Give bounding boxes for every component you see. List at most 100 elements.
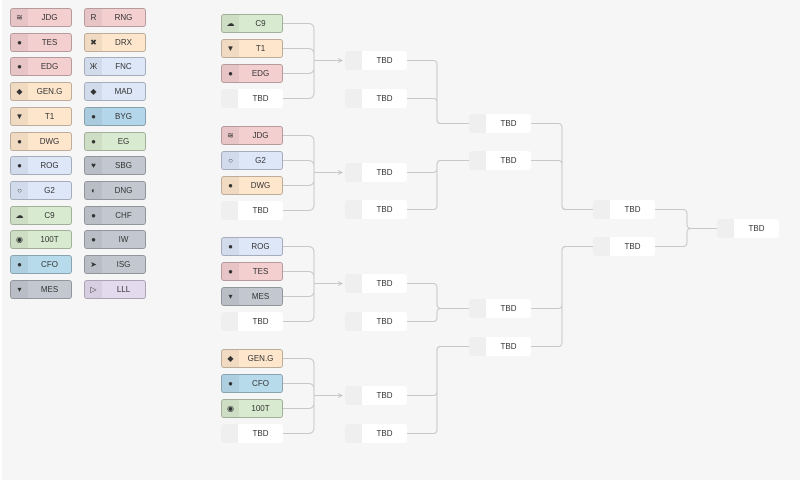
geng-logo-icon: ◆ xyxy=(11,83,28,101)
round3-slot[interactable]: TBD xyxy=(469,114,531,133)
team-name: MAD xyxy=(114,87,133,97)
chf-logo-icon: ● xyxy=(85,206,102,224)
cfo-logo-icon: ● xyxy=(11,256,28,273)
team-list-item[interactable]: ● EG xyxy=(84,131,146,151)
team-name: MES xyxy=(251,292,270,301)
team-name: TBD xyxy=(500,342,517,351)
round2-slot[interactable]: TBD xyxy=(345,424,407,443)
tes-logo-icon: ● xyxy=(222,263,239,280)
round1-slot[interactable]: ● TES xyxy=(221,262,283,281)
placeholder-logo-icon xyxy=(221,312,238,331)
team-list-item[interactable]: ● ROG xyxy=(10,156,72,176)
rog-logo-icon: ● xyxy=(222,238,239,255)
team-list-item[interactable]: ○ G2 xyxy=(10,180,72,200)
team-name: EG xyxy=(117,136,130,146)
team-list-item[interactable]: ● DWG xyxy=(10,131,72,151)
round2-slot[interactable]: TBD xyxy=(345,163,407,182)
team-list-item[interactable]: ▾ MES xyxy=(10,279,72,299)
round1-slot[interactable]: ● ROG xyxy=(221,237,283,256)
placeholder-logo-icon xyxy=(345,274,362,293)
round2-slot[interactable]: TBD xyxy=(345,51,407,70)
team-list-item[interactable]: ◆ MAD xyxy=(84,82,146,102)
team-list-item[interactable]: ● EDG xyxy=(10,57,72,77)
connector-line xyxy=(407,346,469,434)
connector-line xyxy=(337,393,344,398)
team-name: TBD xyxy=(252,429,269,438)
team-list-item[interactable]: ☁ C9 xyxy=(10,205,72,225)
round1-slot[interactable]: TBD xyxy=(221,424,283,443)
round1-slot[interactable]: TBD xyxy=(221,89,283,108)
round1-slot[interactable]: ○ G2 xyxy=(221,151,283,170)
placeholder-logo-icon xyxy=(221,424,238,443)
team-list-item[interactable]: ◉ 100T xyxy=(10,230,72,250)
round4-slot[interactable]: TBD xyxy=(593,200,655,219)
team-list-item[interactable]: ✖ DRX xyxy=(84,32,146,52)
connector-line xyxy=(283,23,315,30)
connector-line xyxy=(283,271,315,278)
connector-line xyxy=(283,290,315,297)
team-list-item[interactable]: ● TES xyxy=(10,32,72,52)
placeholder-logo-icon xyxy=(345,386,362,405)
round1-slot[interactable]: ◉ 100T xyxy=(221,399,283,418)
final-slot[interactable]: TBD xyxy=(717,219,779,238)
round1-slot[interactable]: ● EDG xyxy=(221,64,283,83)
team-list-item[interactable]: R RNG xyxy=(84,8,146,27)
team-name: GEN.G xyxy=(36,87,63,97)
round1-slot[interactable]: ▼ T1 xyxy=(221,39,283,58)
team-list-item[interactable]: ◐ DNG xyxy=(84,180,146,200)
connector-line xyxy=(283,402,315,409)
round1-slot[interactable]: ☁ C9 xyxy=(221,14,283,33)
team-list-item[interactable]: ◆ GEN.G xyxy=(10,82,72,102)
round1-slot[interactable]: ◆ GEN.G xyxy=(221,349,283,368)
iw-logo-icon: ● xyxy=(85,231,102,249)
team-name: RNG xyxy=(114,13,133,22)
team-name: TBD xyxy=(376,205,393,214)
team-list-item[interactable]: Ж FNC xyxy=(84,57,146,77)
round3-slot[interactable]: TBD xyxy=(469,151,531,170)
cfo-logo-icon: ● xyxy=(222,375,239,392)
team-name: TBD xyxy=(376,56,393,65)
team-name: TES xyxy=(252,267,269,276)
team-name: DNG xyxy=(114,185,133,195)
team-list-item[interactable]: ♥ SBG xyxy=(84,156,146,176)
round1-slot[interactable]: ▾ MES xyxy=(221,287,283,306)
round4-slot[interactable]: TBD xyxy=(593,237,655,256)
placeholder-logo-icon xyxy=(345,163,362,182)
connector-line xyxy=(283,67,315,74)
team-list-item[interactable]: ▷ LLL xyxy=(84,279,146,299)
lll-logo-icon: ▷ xyxy=(85,280,102,298)
round2-slot[interactable]: TBD xyxy=(345,200,407,219)
round1-slot[interactable]: TBD xyxy=(221,201,283,220)
round1-slot[interactable]: ≋ JDG xyxy=(221,126,283,145)
team-list-item[interactable]: ● BYG xyxy=(84,106,146,126)
dwg-logo-icon: ● xyxy=(222,177,239,194)
team-list-item[interactable]: ● CHF xyxy=(84,205,146,225)
round2-slot[interactable]: TBD xyxy=(345,89,407,108)
placeholder-logo-icon xyxy=(469,299,486,318)
round1-slot[interactable]: TBD xyxy=(221,312,283,331)
round3-slot[interactable]: TBD xyxy=(469,337,531,356)
round3-slot[interactable]: TBD xyxy=(469,299,531,318)
100t-logo-icon: ◉ xyxy=(11,231,28,249)
edg-logo-icon: ● xyxy=(11,58,28,76)
team-name: TBD xyxy=(624,205,641,214)
round2-slot[interactable]: TBD xyxy=(345,274,407,293)
team-name: TBD xyxy=(500,119,517,128)
team-name: LLL xyxy=(116,284,131,294)
round2-slot[interactable]: TBD xyxy=(345,386,407,405)
team-list-item[interactable]: ● IW xyxy=(84,230,146,250)
team-list-item[interactable]: ➤ ISG xyxy=(84,255,146,274)
team-list-item[interactable]: ▼ T1 xyxy=(10,106,72,126)
isg-logo-icon: ➤ xyxy=(85,256,102,273)
team-name: ISG xyxy=(116,260,131,269)
round1-slot[interactable]: ● CFO xyxy=(221,374,283,393)
round2-slot[interactable]: TBD xyxy=(345,312,407,331)
round1-slot[interactable]: ● DWG xyxy=(221,176,283,195)
team-name: G2 xyxy=(44,185,55,195)
team-name: 100T xyxy=(251,404,270,413)
placeholder-logo-icon xyxy=(345,89,362,108)
team-list-item[interactable]: ≋ JDG xyxy=(10,8,72,27)
team-name: DRX xyxy=(115,37,132,47)
team-list-item[interactable]: ● CFO xyxy=(10,255,72,274)
team-name: TBD xyxy=(376,391,393,400)
